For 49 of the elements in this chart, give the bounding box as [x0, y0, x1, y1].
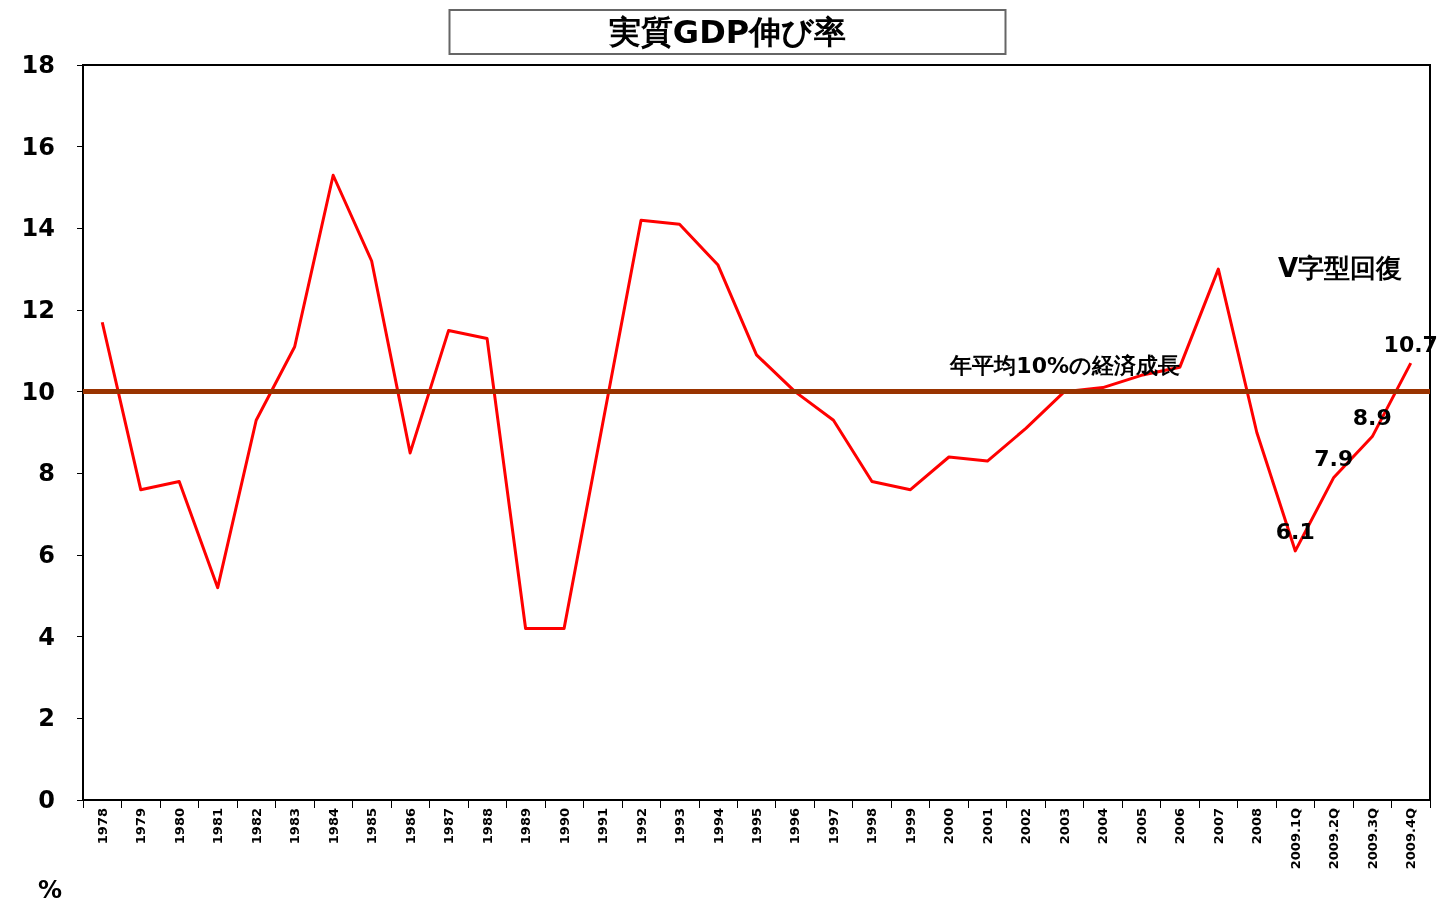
- y-tick-label: 8: [38, 459, 55, 488]
- x-tick-label: 1993: [672, 808, 688, 845]
- x-tick-label: 2007: [1210, 808, 1226, 845]
- y-tick-label: 12: [21, 296, 55, 324]
- y-tick-label: 16: [21, 132, 55, 161]
- x-tick-label: 1987: [441, 808, 457, 845]
- x-tick-label: 1992: [633, 808, 649, 845]
- y-tick-label: 6: [38, 541, 55, 569]
- x-tick-label: 1990: [556, 808, 572, 845]
- x-tick-label: 1984: [325, 808, 341, 845]
- x-tick-label: 2001: [979, 808, 995, 845]
- x-tick-label: 2002: [1018, 808, 1034, 845]
- x-tick-label: 1986: [402, 808, 418, 845]
- x-tick-label: 2006: [1172, 808, 1188, 845]
- y-tick-label: 10: [21, 377, 55, 406]
- y-tick-label: 2: [38, 704, 55, 733]
- x-tick-label: 1996: [787, 808, 803, 845]
- x-tick-label: 1988: [479, 808, 495, 845]
- x-tick-label: 1985: [364, 808, 380, 845]
- x-tick-label: 1989: [518, 808, 534, 845]
- x-tick-label: 1978: [94, 808, 110, 845]
- x-tick-label: 2000: [941, 808, 957, 845]
- y-tick-label: 18: [21, 51, 55, 79]
- x-tick-label: 1998: [864, 808, 880, 845]
- y-tick-label: 0: [38, 786, 55, 814]
- x-tick-label: 1995: [749, 808, 764, 845]
- x-tick-label: 1983: [287, 808, 303, 845]
- x-tick-label: 2003: [1056, 808, 1072, 845]
- x-tick-label: 2009.3Q: [1364, 808, 1380, 870]
- x-tick-label: 2004: [1095, 808, 1111, 845]
- x-tick-label: 1981: [210, 808, 226, 845]
- y-tick-label: 4: [38, 622, 55, 651]
- x-tick-label: 1997: [825, 808, 841, 845]
- x-tick-label: 2009.4Q: [1403, 808, 1419, 870]
- x-tick-label: 1982: [248, 808, 264, 845]
- x-tick-label: 1994: [710, 808, 726, 845]
- x-tick-label: 1991: [595, 808, 611, 845]
- x-tick-label: 2009.2Q: [1326, 808, 1342, 870]
- x-tick-label: 2009.1Q: [1287, 808, 1303, 870]
- x-tick-label: 1999: [902, 808, 918, 845]
- chart-title: 実質GDP伸び率: [607, 13, 847, 51]
- annotation: V字型回復: [1277, 253, 1402, 283]
- x-tick-label: 2008: [1249, 808, 1265, 845]
- x-tick-label: 1979: [133, 808, 149, 845]
- y-tick-label: 14: [21, 214, 55, 243]
- y-axis-title: %: [38, 876, 63, 904]
- data-label: 7.9: [1314, 445, 1354, 471]
- x-tick-label: 2005: [1133, 808, 1149, 845]
- x-tick-label: 1980: [171, 808, 187, 845]
